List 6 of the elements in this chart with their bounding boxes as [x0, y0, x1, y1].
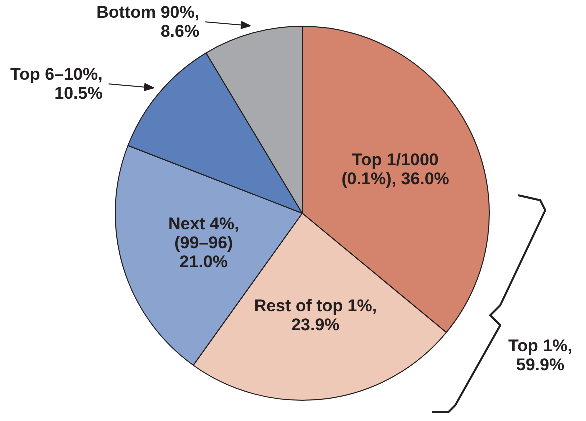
slice-label: Rest of top 1%, 23.9% — [254, 296, 378, 334]
slice-label: Next 4%, (99–96) 21.0% — [168, 214, 240, 272]
slice-label: Bottom 90%, 8.6% — [96, 3, 200, 42]
slice-label: Top 1/1000 (0.1%), 36.0% — [342, 150, 450, 189]
text: Top 1%, 59.9% — [508, 336, 572, 374]
slice-label: Top 6–10%, 10.5% — [10, 65, 103, 104]
